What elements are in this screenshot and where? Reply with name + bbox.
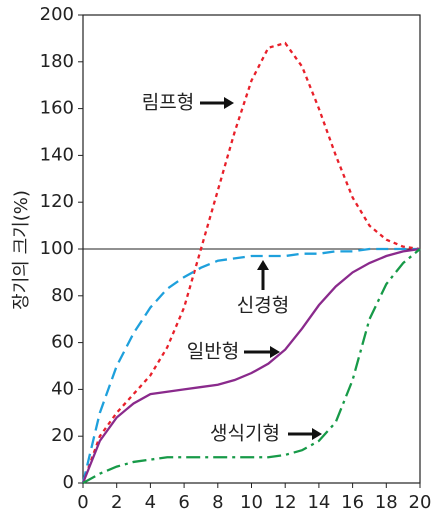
x-tick-label: 2 (111, 492, 122, 513)
y-tick-label: 60 (51, 332, 74, 353)
y-tick-label: 100 (40, 238, 74, 259)
annotation-arrowhead (270, 346, 280, 358)
annotation-arrowhead (224, 97, 234, 109)
x-tick-label: 8 (212, 492, 223, 513)
series-annotation: 림프형 (142, 92, 194, 114)
y-tick-label: 140 (40, 144, 74, 165)
x-tick-label: 0 (77, 492, 88, 513)
y-axis-label: 장기의 크기(%) (11, 190, 32, 310)
series-line (81, 41, 421, 484)
series-line (81, 247, 421, 484)
x-tick-label: 4 (145, 492, 156, 513)
annotation-arrowhead (257, 260, 269, 270)
y-tick-label: 160 (40, 98, 74, 119)
series-annotation: 일반형 (187, 341, 239, 363)
series-annotation: 신경형 (237, 295, 289, 317)
y-tick-label: 0 (63, 472, 74, 493)
y-tick-label: 20 (51, 425, 74, 446)
y-tick-label: 40 (51, 378, 74, 399)
series-line (81, 247, 420, 484)
x-tick-label: 20 (409, 492, 432, 513)
x-tick-label: 12 (274, 492, 297, 513)
x-tick-label: 16 (341, 492, 364, 513)
x-tick-label: 18 (375, 492, 398, 513)
y-tick-label: 120 (40, 191, 74, 212)
y-tick-label: 200 (40, 4, 74, 25)
series-line (82, 248, 421, 485)
y-tick-label: 180 (40, 51, 74, 72)
x-tick-label: 10 (240, 492, 263, 513)
y-tick-label: 80 (51, 285, 74, 306)
annotation-arrowhead (312, 428, 322, 440)
x-tick-label: 6 (178, 492, 189, 513)
x-tick-label: 14 (307, 492, 330, 513)
series-annotation: 생식기형 (210, 423, 280, 445)
